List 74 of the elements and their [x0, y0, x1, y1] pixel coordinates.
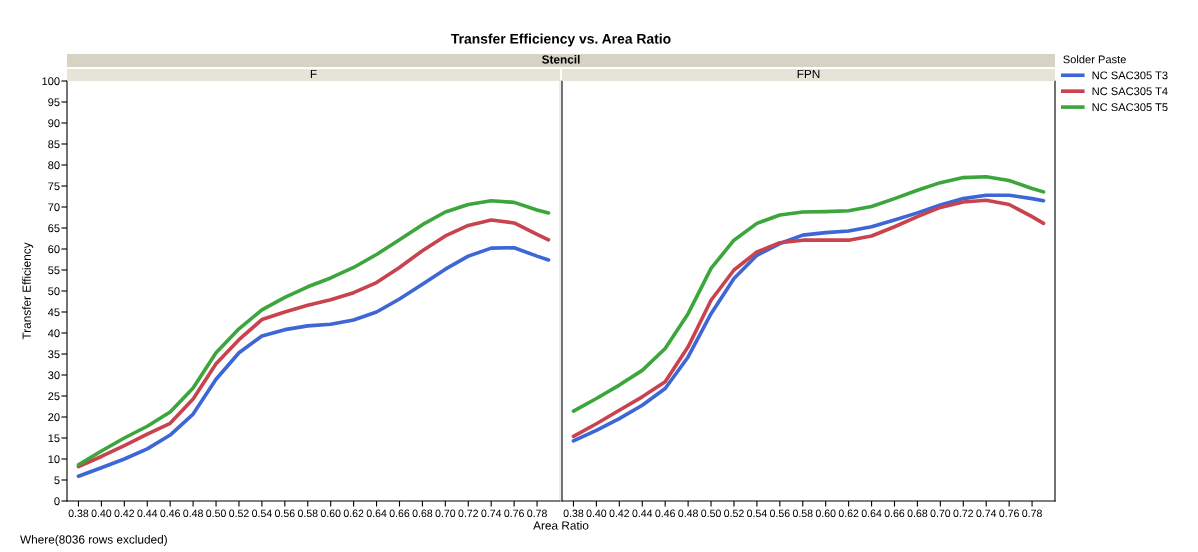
x-tick-label: 0.64	[861, 509, 882, 518]
x-tick-label: 0.48	[183, 509, 203, 518]
x-tick-label: 0.68	[412, 509, 433, 518]
x-tick-label: 0.62	[838, 509, 859, 518]
y-tick-label: 15	[48, 434, 60, 443]
x-tick-label: 0.66	[389, 509, 410, 518]
x-tick-label: 0.74	[481, 509, 502, 518]
x-tick-label: 0.38	[563, 509, 584, 518]
x-tick-label: 0.54	[252, 509, 272, 518]
x-tick-label: 0.72	[953, 509, 974, 518]
x-tick-label: 0.56	[769, 509, 790, 518]
y-tick-label: 40	[47, 329, 60, 338]
x-tick-label: 0.46	[160, 509, 180, 518]
y-tick-label: 60	[48, 245, 60, 254]
x-tick-label: 0.58	[792, 509, 813, 518]
x-tick-label: 0.58	[297, 509, 318, 518]
x-tick-label: 0.74	[976, 509, 997, 518]
y-tick-label: 95	[48, 98, 60, 107]
x-tick-label: 0.70	[435, 509, 456, 518]
x-tick-label: 0.42	[609, 509, 630, 518]
y-tick-label: 75	[48, 182, 60, 191]
legend-label: NC SAC305 T5	[1092, 103, 1168, 112]
x-tick-label: 0.44	[632, 509, 653, 518]
x-tick-label: 0.40	[91, 509, 112, 518]
x-tick-label: 0.76	[504, 509, 524, 518]
x-tick-label: 0.42	[114, 509, 135, 518]
text: Where(8036 rows excluded)	[20, 534, 167, 546]
x-tick-label: 0.76	[999, 509, 1019, 518]
x-tick-label: 0.60	[320, 509, 341, 518]
legend-label: NC SAC305 T3	[1092, 71, 1168, 80]
y-tick-label: 0	[54, 497, 60, 506]
y-tick-label: 90	[48, 119, 60, 128]
x-axis-title: Area Ratio	[533, 520, 589, 530]
x-tick-label: 0.50	[206, 509, 226, 518]
y-tick-label: 45	[47, 308, 60, 317]
y-tick-label: 25	[48, 392, 60, 401]
x-tick-label: 0.66	[884, 509, 905, 518]
x-tick-label: 0.46	[655, 509, 675, 518]
text: FPN	[797, 69, 820, 79]
x-tick-label: 0.44	[137, 509, 158, 518]
x-tick-label: 0.40	[586, 509, 607, 518]
y-tick-label: 10	[48, 455, 60, 464]
y-tick-label: 55	[48, 266, 60, 275]
x-tick-label: 0.64	[366, 509, 387, 518]
y-tick-label: 20	[48, 413, 60, 422]
y-tick-label: 5	[54, 476, 60, 485]
x-tick-label: 0.62	[343, 509, 364, 518]
x-tick-label: 0.52	[229, 509, 249, 518]
x-tick-label: 0.60	[815, 509, 836, 518]
x-tick-label: 0.78	[1022, 509, 1042, 518]
y-tick-label: 100	[42, 77, 60, 86]
x-tick-label: 0.52	[724, 509, 744, 518]
chart-title: Transfer Efficiency vs. Area Ratio	[451, 33, 671, 47]
y-tick-label: 85	[48, 140, 60, 149]
x-tick-label: 0.54	[747, 509, 767, 518]
y-tick-label: 50	[48, 287, 60, 296]
x-tick-label: 0.72	[458, 509, 479, 518]
y-tick-label: 70	[48, 203, 60, 212]
legend-title: Solder Paste	[1063, 55, 1126, 64]
y-tick-label: 30	[48, 371, 60, 380]
x-tick-label: 0.70	[930, 509, 951, 518]
x-tick-label: 0.38	[68, 509, 89, 518]
legend-label: NC SAC305 T4	[1092, 87, 1168, 96]
x-tick-label: 0.68	[907, 509, 928, 518]
y-tick-label: 80	[48, 161, 60, 170]
y-tick-label: 65	[48, 224, 60, 233]
x-tick-label: 0.50	[701, 509, 721, 518]
x-tick-label: 0.78	[527, 509, 547, 518]
y-tick-label: 35	[48, 350, 60, 359]
x-tick-label: 0.48	[678, 509, 698, 518]
text: F	[310, 69, 317, 79]
chart-subtitle: Stencil	[541, 55, 580, 64]
y-axis-title: Transfer Efficiency	[22, 242, 34, 340]
x-tick-label: 0.56	[274, 509, 295, 518]
